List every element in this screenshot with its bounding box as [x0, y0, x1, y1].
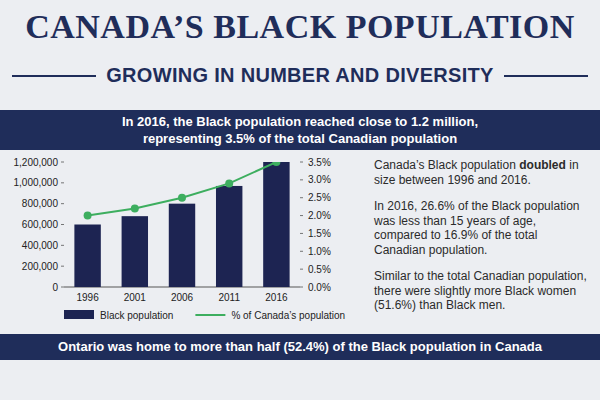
bar [122, 216, 148, 287]
y-tick-label: 200,000 [22, 261, 59, 272]
fact-text: Canada’s Black population [374, 158, 519, 172]
y-tick-label: 1,000,000 [14, 177, 59, 188]
x-tick-label: 2011 [218, 292, 240, 303]
legend-label: % of Canada’s population [231, 310, 345, 321]
footer: Ontario was home to more than half (52.4… [0, 334, 600, 360]
banner-line: representing 3.5% of the total Canadian … [0, 130, 600, 147]
y2-tick-label: 3.0% [308, 174, 331, 185]
y-tick [61, 287, 64, 288]
x-tick-label: 2001 [124, 292, 147, 303]
x-tick-label: 2016 [265, 292, 288, 303]
y2-tick [300, 162, 303, 163]
y2-tick-label: 0.0% [308, 282, 331, 293]
bar [74, 225, 100, 288]
fact: In 2016, 26.6% of the Black population w… [374, 199, 592, 257]
title: CANADA’S BLACK POPULATION [0, 8, 600, 46]
point [131, 204, 139, 212]
y2-tick [300, 251, 303, 252]
y2-tick [300, 179, 303, 180]
point [178, 194, 186, 202]
x-tick-label: 2006 [171, 292, 194, 303]
subtitle-row: GROWING IN NUMBER AND DIVERSITY [12, 64, 588, 87]
legend-label: Black population [100, 310, 173, 321]
chart: 0 200,000 400,000 600,000 800,000 1,000,000 1,… [0, 152, 370, 332]
y2-tick-label: 3.5% [308, 157, 331, 168]
line [88, 162, 277, 216]
y2-tick-label: 2.0% [308, 210, 331, 221]
y2-tick [300, 197, 303, 198]
y-tick-label: 1,200,000 [14, 157, 59, 168]
y2-tick-label: 2.5% [308, 192, 331, 203]
y-tick [61, 245, 64, 246]
y2-tick [300, 287, 303, 288]
y-tick-label: 800,000 [22, 198, 59, 209]
y2-tick [300, 215, 303, 216]
fact: Canada’s Black population doubled in siz… [374, 158, 592, 187]
subtitle: GROWING IN NUMBER AND DIVERSITY [96, 64, 503, 87]
bar [216, 186, 242, 287]
fact-text: In 2016, 26.6% of the Black population w… [374, 199, 579, 257]
legend-swatch [195, 314, 225, 316]
y2-tick-label: 1.5% [308, 228, 331, 239]
y-tick [61, 182, 64, 183]
y2-tick-label: 0.5% [308, 264, 331, 275]
y-tick [61, 266, 64, 267]
y-tick [61, 162, 64, 163]
y2-tick [300, 233, 303, 234]
y-tick [61, 224, 64, 225]
y-tick-label: 400,000 [22, 240, 59, 251]
rule [504, 75, 588, 77]
y-tick [61, 203, 64, 204]
rule [12, 75, 96, 77]
y-tick-label: 0 [52, 282, 58, 293]
facts: Canada’s Black population doubled in siz… [374, 158, 592, 325]
bar [263, 162, 289, 287]
x-tick-label: 1996 [76, 292, 99, 303]
banner: In 2016, the Black population reached cl… [0, 110, 600, 150]
y-tick-label: 600,000 [22, 219, 59, 230]
plot-area [74, 162, 289, 287]
legend-swatch [64, 310, 94, 319]
y2-tick [300, 269, 303, 270]
point [225, 179, 233, 187]
y2-tick-label: 1.0% [308, 246, 331, 257]
banner-line: In 2016, the Black population reached cl… [0, 113, 600, 130]
point [272, 162, 280, 166]
fact-text: Similar to the total Canadian population… [374, 269, 587, 312]
bar [169, 204, 195, 287]
fact-emphasis: doubled [519, 158, 566, 172]
fact: Similar to the total Canadian population… [374, 269, 592, 313]
point [84, 212, 92, 220]
